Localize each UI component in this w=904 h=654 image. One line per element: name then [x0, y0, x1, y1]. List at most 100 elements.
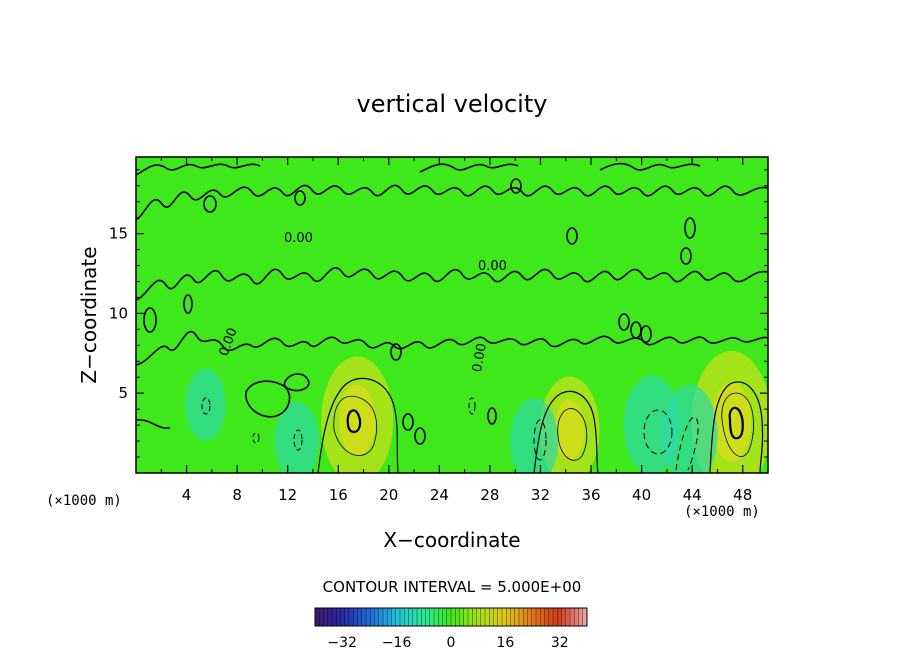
- contour-label: 0.00: [478, 259, 507, 274]
- colorbar-cell: [348, 607, 354, 627]
- y-tick-label: 15: [109, 225, 128, 243]
- colorbar-cell: [574, 607, 579, 627]
- contour-line: [283, 373, 310, 392]
- x-tick-label: 48: [733, 486, 752, 504]
- colorbar-cell: [344, 607, 350, 627]
- x-tick-label: 44: [683, 486, 702, 504]
- colorbar-cell: [489, 607, 494, 627]
- colorbar-cell: [421, 607, 426, 627]
- colorbar-cell: [370, 607, 375, 627]
- contour-line: [680, 247, 692, 265]
- contour-line: [136, 331, 768, 366]
- colorbar-cell: [353, 607, 358, 627]
- contour-line: [136, 163, 261, 176]
- colorbar-cell: [378, 607, 384, 627]
- contour-line-negative: [643, 409, 673, 455]
- colorbar-cell: [527, 607, 533, 627]
- contour-line: [566, 227, 578, 245]
- colorbar-cell: [416, 607, 422, 627]
- downdraft-shade: [185, 368, 226, 441]
- contour-line-negative: [468, 397, 476, 415]
- updraft-core-shade: [554, 399, 585, 460]
- chart-title: vertical velocity: [357, 90, 548, 118]
- colorbar-cell: [565, 607, 571, 627]
- colorbar-cell: [480, 607, 486, 627]
- x-tick-label: 8: [232, 486, 242, 504]
- colorbar-cell: [387, 607, 392, 627]
- colorbar-cell: [472, 607, 477, 627]
- colorbar-cell: [361, 607, 367, 627]
- contour-line: [533, 390, 599, 473]
- colorbar-cell: [404, 607, 409, 627]
- y-tick-label: 5: [118, 384, 128, 402]
- y-tick-label: 10: [109, 304, 128, 322]
- contour-label: 0.00: [470, 342, 490, 373]
- colorbar-cell: [374, 607, 380, 627]
- colorbar-cell: [314, 607, 320, 627]
- y-axis-ticks: 5 10 15: [109, 169, 768, 458]
- colorbar-cell: [455, 607, 460, 627]
- colorbar-cell: [552, 607, 558, 627]
- contour-line-negative: [675, 416, 699, 471]
- colorbar-frame: [314, 607, 588, 627]
- colorbar-cell: [484, 607, 490, 627]
- updraft-core-shade: [339, 384, 376, 457]
- contour-line: [402, 413, 414, 431]
- contour-line: [419, 163, 519, 173]
- updraft-core-shade: [711, 381, 752, 462]
- colorbar-cell: [433, 607, 439, 627]
- colorbar-cell: [569, 607, 575, 627]
- plot-frame: [135, 156, 769, 474]
- colorbar-cell: [391, 607, 397, 627]
- downdraft-shade: [510, 398, 559, 473]
- contour-line: [618, 313, 630, 331]
- x-axis-ticks: 4 8 12 16 20 24 28 32 36 40 44 48: [160, 157, 752, 504]
- y-axis-label: Z−coordinate: [77, 246, 101, 383]
- colorbar-cell: [514, 607, 520, 627]
- contour-line: [136, 184, 768, 221]
- colorbar-cell: [446, 607, 452, 627]
- colorbar-cell: [497, 607, 503, 627]
- colorbar-cell: [327, 607, 333, 627]
- contour-line: [143, 307, 157, 333]
- colorbar-cell: [535, 607, 541, 627]
- colorbar-cell: [548, 607, 554, 627]
- contour-line: [684, 217, 696, 239]
- x-tick-label: 20: [379, 486, 398, 504]
- colorbar-tick-label: 0: [447, 635, 456, 651]
- colorbar-cell: [340, 607, 346, 627]
- x-axis-label: X−coordinate: [383, 528, 520, 552]
- x-unit-left: (×1000 m): [46, 493, 122, 509]
- contour-line: [183, 294, 193, 314]
- colorbar-cell: [493, 607, 499, 627]
- colorbar-cell: [463, 607, 469, 627]
- colorbar-cell: [523, 607, 528, 627]
- colorbar-cell: [336, 607, 341, 627]
- x-tick-label: 16: [329, 486, 348, 504]
- contour-line: [136, 419, 171, 429]
- colorbar-cell: [408, 607, 414, 627]
- x-tick-label: 12: [278, 486, 297, 504]
- colorbar-cell: [557, 607, 562, 627]
- contour-interval-label: CONTOUR INTERVAL = 5.000E+00: [323, 578, 582, 596]
- contour-line: [414, 427, 426, 445]
- colorbar-tick-label: 32: [551, 635, 569, 651]
- contour-lines: [136, 162, 768, 473]
- colorbar-cell: [501, 607, 507, 627]
- colorbar-cell: [323, 607, 329, 627]
- colorbar-cell: [412, 607, 418, 627]
- contour-line: [640, 325, 652, 343]
- contour-line: [599, 162, 701, 171]
- colorbar-cell: [365, 607, 371, 627]
- contour-line: [487, 407, 497, 425]
- colorbar-cell: [331, 607, 337, 627]
- colorbar-cell: [506, 607, 511, 627]
- contour-line: [294, 190, 306, 206]
- colorbar-cell: [540, 607, 545, 627]
- x-tick-label: 36: [581, 486, 600, 504]
- colorbar-cell: [578, 607, 584, 627]
- colorbar-cell: [429, 607, 435, 627]
- contour-line: [709, 381, 764, 473]
- contour-line: [346, 409, 362, 434]
- contour-line: [136, 267, 768, 301]
